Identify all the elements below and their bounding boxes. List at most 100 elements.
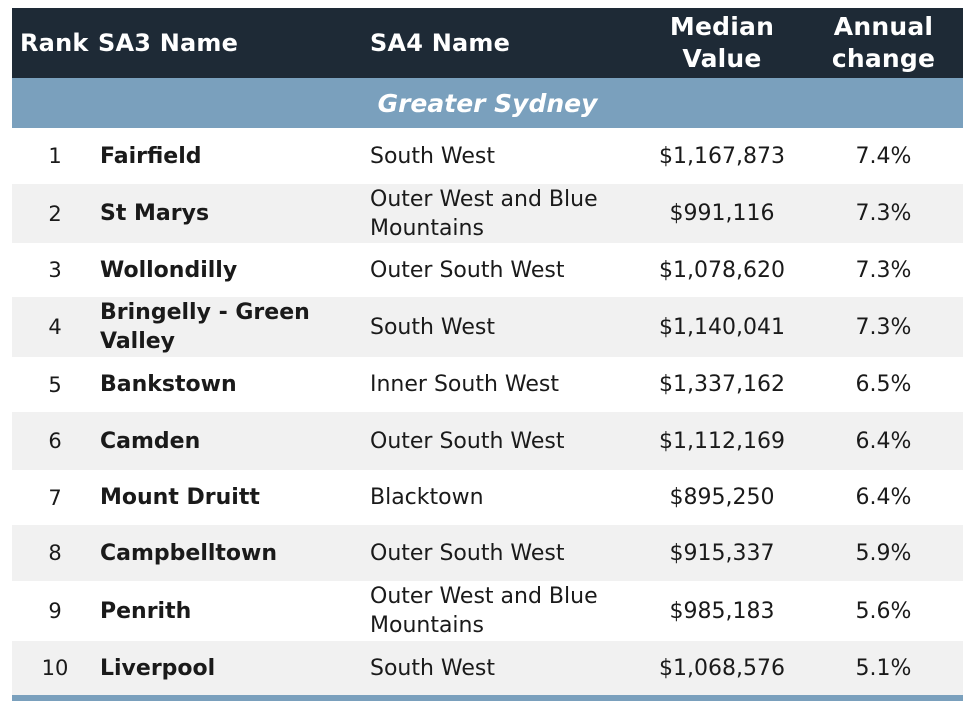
sa3-name: Campbelltown	[100, 540, 278, 566]
change-cell: 7.3%	[804, 184, 963, 243]
sa4-name: Outer West and Blue Mountains	[370, 584, 598, 638]
sa4-name: South West	[370, 655, 496, 681]
header-median-line1: Median	[669, 12, 775, 41]
header-change-line1: Annual	[833, 12, 934, 41]
annual-change-value: 6.4%	[855, 428, 912, 454]
annual-change-value: 7.3%	[855, 314, 912, 340]
sa4-cell: Outer West and Blue Mountains	[370, 184, 640, 243]
sa4-cell: Inner South West	[370, 357, 640, 412]
sa3-cell: Liverpool	[98, 641, 370, 695]
sa3-name: Liverpool	[100, 655, 216, 681]
header-sa3-name: SA3 Name	[98, 29, 239, 57]
sa3-cell: Wollondilly	[98, 243, 370, 297]
table-body: 1 Fairfield South West $1,167,873 7.4% 2 St Ma…	[12, 128, 963, 695]
change-cell: 6.4%	[804, 412, 963, 470]
sa3-cell: Camden	[98, 412, 370, 470]
median-cell: $1,078,620	[640, 243, 804, 297]
sa3-cell: Bankstown	[98, 357, 370, 412]
sa3-name: Wollondilly	[100, 257, 238, 283]
bottom-rule	[12, 695, 963, 701]
rank-cell: 2	[12, 184, 98, 243]
annual-change-value: 5.6%	[855, 598, 912, 624]
region-label: Greater Sydney	[377, 88, 598, 118]
sa3-name: Bringelly - Green Valley	[100, 300, 310, 354]
rank-cell: 1	[12, 128, 98, 184]
region-header: Greater Sydney	[12, 78, 963, 128]
annual-change-value: 6.4%	[855, 485, 912, 510]
header-change-line2: change	[831, 44, 936, 73]
median-value: $915,337	[669, 540, 775, 566]
change-cell: 7.3%	[804, 297, 963, 357]
sa3-cell: Fairfield	[98, 128, 370, 184]
rank-value: 7	[48, 485, 62, 510]
median-cell: $1,337,162	[640, 357, 804, 412]
sa3-name: Camden	[100, 428, 201, 454]
sa4-name: Outer South West	[370, 257, 565, 283]
annual-change-value: 6.5%	[855, 372, 912, 397]
sa4-cell: Blacktown	[370, 470, 640, 525]
table-header: Rank SA3 Name SA4 Name Median Value Annu…	[12, 8, 963, 78]
table-row: 9 Penrith Outer West and Blue Mountains $98…	[12, 581, 963, 641]
median-value: $1,112,169	[659, 428, 785, 454]
sa3-name: Bankstown	[100, 372, 237, 397]
sa3-cell: Campbelltown	[98, 525, 370, 581]
sa3-name: Penrith	[100, 598, 192, 624]
table-row: 8 Campbelltown Outer South West $915,337 5.9…	[12, 525, 963, 581]
rank-value: 4	[48, 315, 62, 339]
sa4-name: Blacktown	[370, 485, 484, 510]
median-value: $895,250	[669, 485, 775, 510]
change-cell: 7.3%	[804, 243, 963, 297]
rank-value: 5	[48, 372, 62, 397]
sa4-cell: Outer South West	[370, 525, 640, 581]
sa4-name: Outer South West	[370, 540, 565, 566]
median-cell: $915,337	[640, 525, 804, 581]
annual-change-value: 7.3%	[855, 257, 912, 283]
rank-value: 9	[48, 599, 62, 623]
median-cell: $1,140,041	[640, 297, 804, 357]
sa3-cell: St Marys	[98, 184, 370, 243]
rank-cell: 7	[12, 470, 98, 525]
change-cell: 5.9%	[804, 525, 963, 581]
header-median-line2: Value	[682, 44, 762, 73]
median-value: $1,068,576	[659, 655, 785, 681]
table-row: 10 Liverpool South West $1,068,576 5.1%	[12, 641, 963, 695]
sa4-name: South West	[370, 314, 496, 340]
rank-value: 10	[41, 656, 69, 680]
header-median-value: Median Value	[640, 8, 804, 78]
sa3-name: Mount Druitt	[100, 485, 260, 510]
median-cell: $991,116	[640, 184, 804, 243]
median-value: $1,337,162	[659, 372, 785, 397]
change-cell: 5.6%	[804, 581, 963, 641]
sa4-cell: Outer South West	[370, 412, 640, 470]
header-rank: Rank	[20, 29, 89, 57]
sa3-cell: Bringelly - Green Valley	[98, 297, 370, 357]
table-row: 2 St Marys Outer West and Blue Mountains $9…	[12, 184, 963, 243]
rank-cell: 4	[12, 297, 98, 357]
median-value: $1,078,620	[659, 257, 785, 283]
change-cell: 6.5%	[804, 357, 963, 412]
sa4-name: Inner South West	[370, 372, 559, 397]
table-row: 4 Bringelly - Green Valley South West $1,14…	[12, 297, 963, 357]
sa3-cell: Mount Druitt	[98, 470, 370, 525]
annual-change-value: 5.9%	[855, 540, 912, 566]
median-value: $1,140,041	[659, 314, 785, 340]
table-row: 1 Fairfield South West $1,167,873 7.4%	[12, 128, 963, 184]
median-cell: $895,250	[640, 470, 804, 525]
header-annual-change: Annual change	[804, 8, 963, 78]
median-cell: $985,183	[640, 581, 804, 641]
median-cell: $1,112,169	[640, 412, 804, 470]
rank-cell: 6	[12, 412, 98, 470]
rank-cell: 5	[12, 357, 98, 412]
sa3-name: Fairfield	[100, 143, 202, 169]
sa4-name: Outer West and Blue Mountains	[370, 186, 598, 241]
rank-cell: 9	[12, 581, 98, 641]
sa3-cell: Penrith	[98, 581, 370, 641]
median-cell: $1,167,873	[640, 128, 804, 184]
sa4-cell: South West	[370, 297, 640, 357]
annual-change-value: 7.4%	[855, 143, 912, 169]
sa4-cell: South West	[370, 641, 640, 695]
change-cell: 7.4%	[804, 128, 963, 184]
header-sa4-name: SA4 Name	[370, 29, 511, 57]
rank-cell: 8	[12, 525, 98, 581]
change-cell: 6.4%	[804, 470, 963, 525]
